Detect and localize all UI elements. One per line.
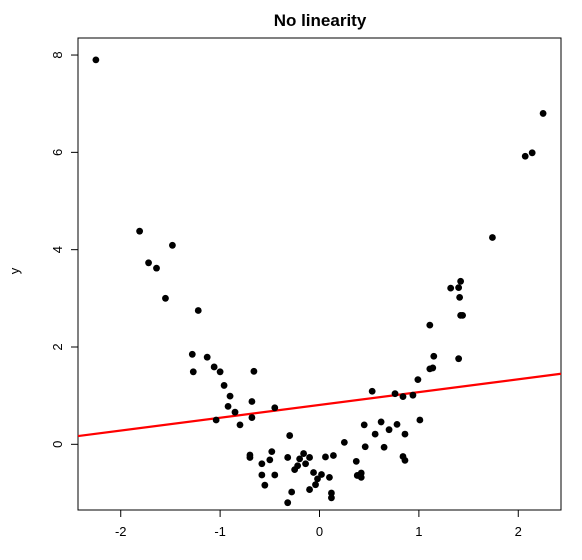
data-point (271, 404, 279, 412)
data-point (377, 418, 385, 426)
data-point (212, 416, 220, 424)
data-point (457, 277, 465, 285)
data-point (236, 421, 244, 429)
data-point (226, 392, 234, 400)
data-point (459, 311, 467, 319)
data-point (360, 421, 368, 429)
data-point (284, 454, 292, 461)
regression-line (77, 372, 562, 438)
data-point (357, 473, 365, 481)
data-point (456, 293, 464, 301)
data-point (288, 488, 296, 496)
data-point (416, 416, 424, 424)
data-point (426, 321, 434, 329)
y-tick-label: 8 (50, 51, 65, 58)
y-tick-label: 4 (50, 246, 65, 253)
data-point (310, 469, 317, 476)
data-point (328, 489, 335, 497)
data-point (136, 227, 144, 235)
data-point (312, 481, 319, 489)
data-point (216, 368, 224, 376)
data-point (326, 473, 333, 481)
data-point (258, 460, 266, 468)
y-tick-label: 2 (50, 343, 65, 350)
data-point (296, 455, 304, 463)
data-point (539, 110, 547, 117)
data-point (261, 481, 269, 489)
data-point (258, 471, 266, 479)
data-point (248, 398, 256, 405)
data-point (340, 438, 348, 446)
data-point (368, 387, 376, 395)
data-point (528, 149, 536, 157)
data-point (284, 499, 292, 507)
data-point (246, 454, 254, 461)
plot-area (77, 37, 562, 511)
data-point (414, 376, 422, 383)
data-point (220, 382, 228, 389)
data-point (399, 393, 407, 401)
data-point (203, 353, 211, 361)
chart-title: No linearity (274, 11, 367, 30)
data-point (162, 294, 169, 302)
data-point (153, 264, 160, 272)
x-tick-label: 0 (316, 524, 323, 539)
data-point (371, 430, 379, 438)
data-point (385, 426, 393, 434)
y-axis-label: y (7, 267, 22, 274)
data-point (224, 402, 232, 410)
data-point (210, 363, 218, 371)
data-point (145, 259, 152, 267)
data-point (189, 368, 197, 376)
data-point (352, 457, 360, 465)
data-point (300, 450, 307, 457)
data-point (328, 494, 335, 502)
data-point (447, 284, 455, 292)
y-tick-label: 0 (50, 441, 65, 448)
data-point (188, 350, 196, 358)
data-point (380, 443, 388, 451)
data-point (250, 367, 258, 375)
data-point (194, 307, 202, 314)
data-point (521, 152, 529, 160)
data-point (409, 391, 417, 399)
plot-frame (77, 37, 562, 511)
data-point (92, 56, 100, 64)
x-axis: -2 -1 0 1 2 (115, 510, 522, 539)
data-points-layer (92, 56, 547, 507)
x-tick-label: 2 (515, 524, 522, 539)
data-point (314, 475, 321, 483)
data-point (268, 448, 276, 456)
data-point (248, 414, 256, 421)
y-tick-label: 6 (50, 149, 65, 156)
y-axis: 0 2 4 6 8 (50, 51, 78, 448)
x-tick-label: -1 (214, 524, 226, 539)
regression-line-layer (77, 372, 562, 438)
data-point (306, 454, 313, 461)
data-point (302, 460, 309, 468)
data-point (318, 471, 325, 478)
data-point (393, 420, 401, 428)
data-point (429, 364, 437, 372)
data-point (322, 453, 329, 461)
data-point (361, 443, 369, 451)
x-tick-label: -2 (115, 524, 127, 539)
data-point (266, 456, 274, 464)
data-point (169, 241, 176, 249)
data-point (401, 430, 409, 438)
data-point (391, 390, 399, 398)
data-point (489, 234, 496, 241)
data-point (455, 355, 463, 363)
data-point (294, 462, 302, 470)
data-point (455, 284, 463, 292)
data-point (286, 432, 294, 439)
data-point (330, 452, 337, 459)
data-point (231, 408, 239, 416)
data-point (271, 471, 279, 479)
x-tick-label: 1 (415, 524, 422, 539)
data-point (401, 456, 409, 464)
data-point (430, 352, 438, 360)
data-point (306, 486, 313, 493)
